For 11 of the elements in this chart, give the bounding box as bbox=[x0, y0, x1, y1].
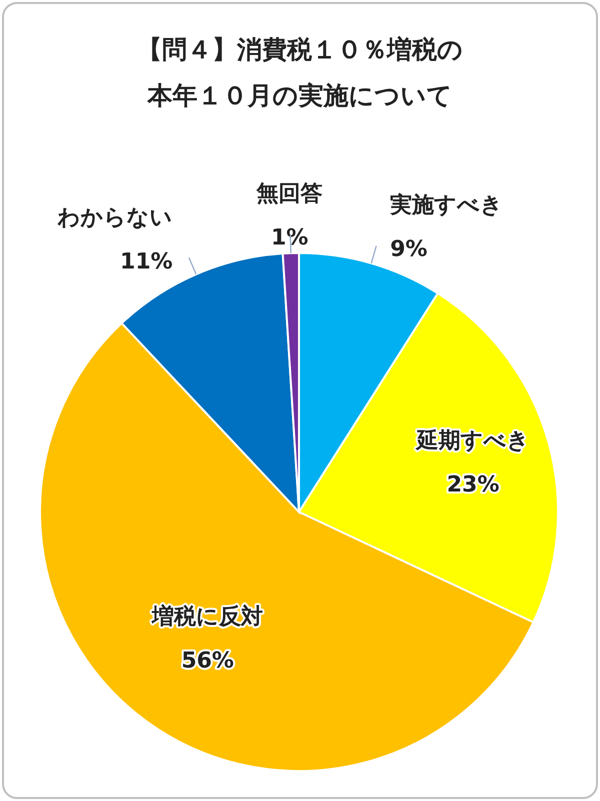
chart-title: 【問４】消費税１０％増税の本年１０月の実施について bbox=[137, 35, 463, 110]
slice-label: 実施すべき bbox=[389, 192, 504, 218]
data-label: 11% bbox=[120, 250, 173, 275]
data-label: 9% bbox=[390, 236, 428, 262]
data-label: 23% bbox=[446, 472, 500, 498]
slice-label: わからない bbox=[56, 206, 173, 231]
slice-label: 無回答 bbox=[256, 181, 323, 206]
slice-label: 増税に反対 bbox=[151, 604, 264, 630]
data-label: 1% bbox=[270, 225, 308, 250]
data-label: 56% bbox=[181, 648, 234, 674]
slice-label: 延期すべき bbox=[414, 428, 530, 454]
